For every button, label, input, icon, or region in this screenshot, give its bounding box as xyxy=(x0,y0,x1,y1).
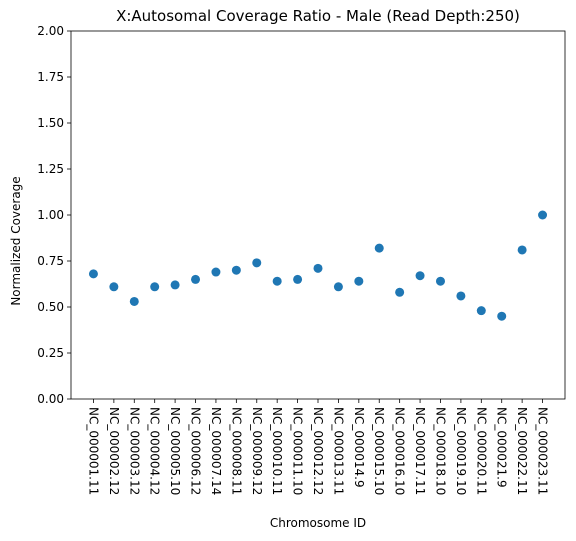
x-tick-label: NC_000022.11 xyxy=(515,407,529,495)
x-tick-label: NC_000002.12 xyxy=(107,407,121,495)
x-tick-label: NC_000017.11 xyxy=(413,407,427,495)
data-point xyxy=(477,306,486,315)
data-point xyxy=(456,291,465,300)
y-tick-label: 0.75 xyxy=(37,254,64,268)
data-point xyxy=(191,275,200,284)
x-tick-label: NC_000018.10 xyxy=(433,407,447,495)
x-tick-label: NC_000023.11 xyxy=(536,407,550,495)
x-tick-label: NC_000019.10 xyxy=(454,407,468,495)
y-tick-label: 0.50 xyxy=(37,300,64,314)
data-point xyxy=(416,271,425,280)
x-tick-label: NC_000003.12 xyxy=(127,407,141,495)
data-point xyxy=(273,277,282,286)
data-point xyxy=(538,211,547,220)
data-point xyxy=(211,268,220,277)
y-tick-label: 1.25 xyxy=(37,162,64,176)
x-tick-label: NC_000012.12 xyxy=(311,407,325,495)
data-point xyxy=(334,282,343,291)
x-tick-label: NC_000010.11 xyxy=(270,407,284,495)
y-tick-label: 0.25 xyxy=(37,346,64,360)
y-tick-label: 1.50 xyxy=(37,116,64,130)
y-tick-label: 1.00 xyxy=(37,208,64,222)
x-tick-label: NC_000013.11 xyxy=(331,407,345,495)
data-point xyxy=(518,245,527,254)
chart-title: X:Autosomal Coverage Ratio - Male (Read … xyxy=(116,7,520,25)
data-point xyxy=(354,277,363,286)
data-point xyxy=(150,282,159,291)
x-tick-label: NC_000015.10 xyxy=(372,407,386,495)
x-tick-label: NC_000021.9 xyxy=(495,407,509,488)
data-point xyxy=(109,282,118,291)
data-point xyxy=(171,280,180,289)
data-point xyxy=(375,244,384,253)
data-point xyxy=(293,275,302,284)
data-point xyxy=(89,269,98,278)
data-point xyxy=(497,312,506,321)
x-tick-label: NC_000001.11 xyxy=(86,407,100,495)
data-point xyxy=(232,266,241,275)
y-tick-label: 0.00 xyxy=(37,392,64,406)
data-point xyxy=(314,264,323,273)
x-tick-label: NC_000008.11 xyxy=(229,407,243,495)
x-tick-label: NC_000014.9 xyxy=(352,407,366,488)
x-axis-label: Chromosome ID xyxy=(270,516,366,530)
y-tick-label: 2.00 xyxy=(37,24,64,38)
y-axis-label: Normalized Coverage xyxy=(9,176,23,305)
x-tick-label: NC_000011.10 xyxy=(291,407,305,495)
data-point xyxy=(252,258,261,267)
y-tick-label: 1.75 xyxy=(37,70,64,84)
x-tick-label: NC_000004.12 xyxy=(148,407,162,495)
x-tick-label: NC_000009.12 xyxy=(250,407,264,495)
x-tick-label: NC_000007.14 xyxy=(209,407,223,495)
x-tick-label: NC_000016.10 xyxy=(393,407,407,495)
data-point xyxy=(395,288,404,297)
x-tick-label: NC_000020.11 xyxy=(474,407,488,495)
data-point xyxy=(436,277,445,286)
data-point xyxy=(130,297,139,306)
x-tick-label: NC_000006.12 xyxy=(189,407,203,495)
x-tick-label: NC_000005.10 xyxy=(168,407,182,495)
